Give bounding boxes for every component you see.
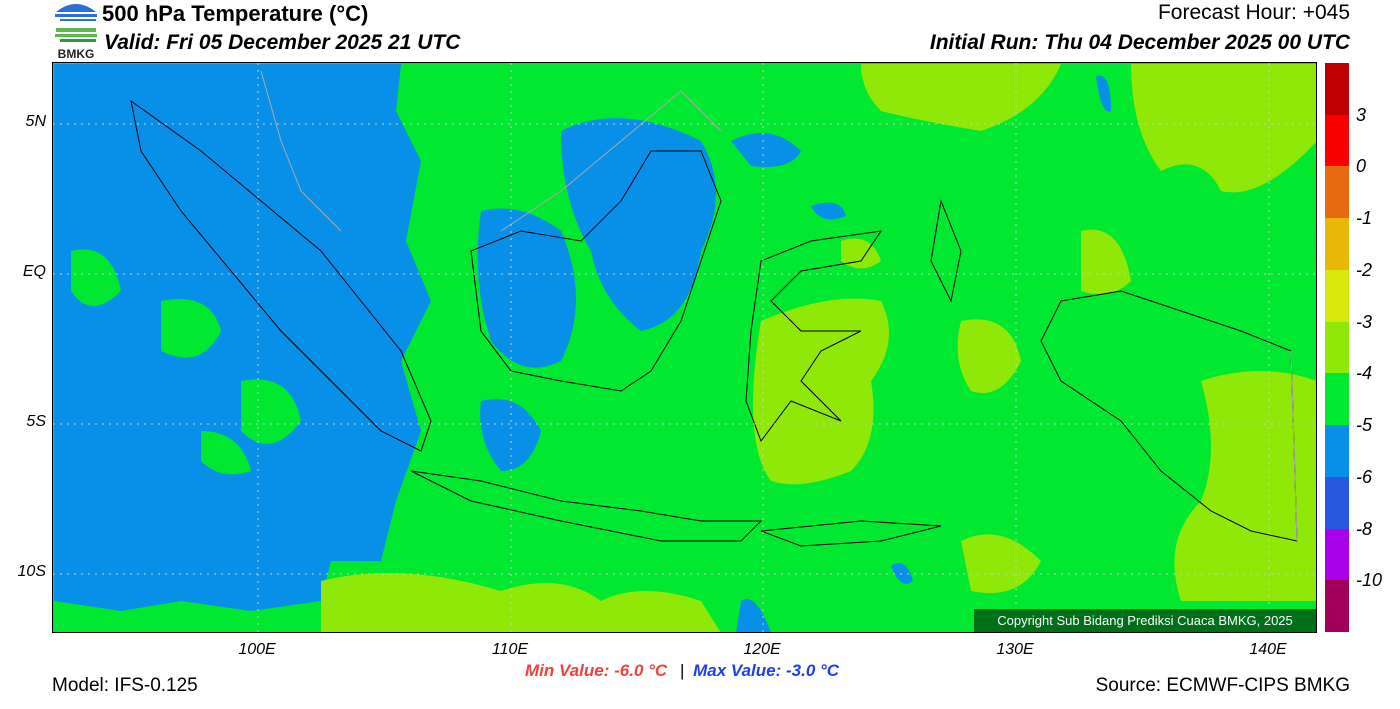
- colorbar-bin: [1325, 580, 1349, 633]
- colorbar-label: -10: [1356, 570, 1383, 591]
- colorbar-label: -3: [1356, 311, 1373, 332]
- lat-tick: 5N: [25, 113, 46, 130]
- colorbar-bin: [1325, 166, 1349, 219]
- temperature-map: [52, 62, 1317, 633]
- logo-text: BMKG: [58, 47, 95, 61]
- borders: [260, 70, 1298, 542]
- lon-tick: 100E: [238, 641, 276, 658]
- colorbar-bin: [1325, 476, 1349, 529]
- colorbar-label: 0: [1356, 156, 1367, 177]
- colorbar-label: 3: [1356, 104, 1367, 125]
- cold-region-shading: [54, 64, 1111, 632]
- model-label: Model: IFS-0.125: [52, 675, 198, 696]
- lat-tick: EQ: [22, 263, 46, 280]
- colorbar-bin: [1325, 425, 1349, 477]
- forecast-hour: Forecast Hour: +045: [1157, 1, 1350, 24]
- source-label: Source: ECMWF-CIPS BMKG: [1095, 675, 1350, 696]
- colorbar-bin: [1325, 373, 1349, 426]
- colorbar-label: -5: [1356, 415, 1373, 436]
- lon-tick: 110E: [491, 641, 529, 658]
- colorbar-bin: [1325, 114, 1349, 167]
- colorbar-label: -2: [1356, 259, 1373, 280]
- copyright: Copyright Sub Bidang Prediksi Cuaca BMKG…: [974, 609, 1316, 632]
- min-value: Min Value: -6.0 °C: [525, 661, 668, 680]
- separator: |: [679, 661, 685, 680]
- colorbar-label: -1: [1356, 208, 1373, 229]
- lon-tick: 140E: [1249, 641, 1287, 658]
- lon-tick: 130E: [996, 641, 1034, 658]
- colorbar-label: -4: [1356, 363, 1373, 384]
- colorbar-bin: [1325, 63, 1349, 115]
- map-canvas: [53, 63, 1316, 632]
- warm-region-shading: [321, 64, 1316, 632]
- lat-tick: 10S: [17, 563, 46, 580]
- colorbar-bin: [1325, 528, 1349, 581]
- lon-tick: 120E: [743, 641, 781, 658]
- colorbar-label: -6: [1356, 466, 1373, 487]
- valid-time: Valid: Fri 05 December 2025 21 UTC: [104, 31, 461, 54]
- initial-run: Initial Run: Thu 04 December 2025 00 UTC: [929, 31, 1350, 54]
- gridlines: [53, 63, 1316, 632]
- max-value: Max Value: -3.0 °C: [693, 661, 840, 680]
- colorbar-bin: [1325, 321, 1349, 374]
- colorbar-label: -8: [1356, 518, 1373, 539]
- colorbar-bin: [1325, 218, 1349, 270]
- colorbar-bin: [1325, 269, 1349, 322]
- coastlines: [130, 99, 1298, 547]
- lat-tick: 5S: [26, 413, 46, 430]
- min-max-values: Min Value: -6.0 °C | Max Value: -3.0 °C: [525, 661, 839, 681]
- bmkg-logo: BMKG: [52, 0, 100, 62]
- map-title: 500 hPa Temperature (°C): [102, 1, 369, 26]
- colorbar: [1325, 63, 1349, 633]
